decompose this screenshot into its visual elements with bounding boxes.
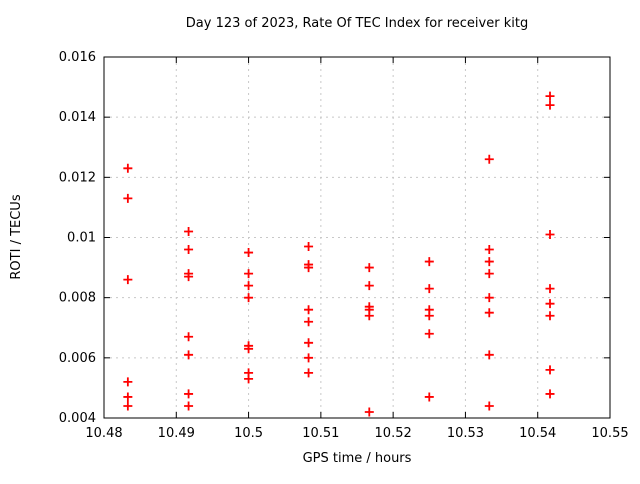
axis-ticks [103,56,611,419]
data-point-marker [304,263,314,273]
x-tick-label: 10.48 [85,426,122,441]
data-point-marker [545,311,555,321]
data-point-marker [184,332,194,342]
data-point-marker [244,269,254,279]
data-point-marker [304,242,314,252]
y-tick-label: 0.004 [59,411,96,426]
data-point-marker [424,284,434,294]
data-point-marker [123,377,133,387]
data-point-marker [545,299,555,309]
data-point-marker [304,338,314,348]
data-point-marker [364,263,374,273]
data-point-marker [424,257,434,267]
data-points [123,91,555,417]
y-tick-label: 0.014 [59,110,96,125]
data-point-marker [484,293,494,303]
data-point-marker [484,269,494,279]
x-tick-label: 10.5 [234,426,263,441]
x-tick-label: 10.49 [158,426,195,441]
data-point-marker [123,392,133,402]
data-point-marker [244,248,254,258]
data-point-marker [244,344,254,354]
x-axis-label: GPS time / hours [303,451,412,466]
data-point-marker [484,245,494,255]
data-point-marker [123,193,133,203]
data-point-marker [184,245,194,255]
x-tick-label: 10.55 [591,426,628,441]
data-point-marker [123,401,133,411]
data-point-marker [545,229,555,239]
data-point-marker [184,226,194,236]
grid-lines [103,56,611,419]
y-tick-label: 0.008 [59,291,96,306]
data-point-marker [545,91,555,101]
data-point-marker [424,392,434,402]
data-point-marker [304,353,314,363]
x-tick-label: 10.52 [375,426,412,441]
data-point-marker [364,281,374,291]
data-point-marker [123,275,133,285]
data-point-marker [304,368,314,378]
data-point-marker [244,281,254,291]
data-point-marker [484,257,494,267]
x-tick-label: 10.53 [447,426,484,441]
data-point-marker [184,389,194,399]
y-tick-label: 0.006 [59,351,96,366]
data-point-marker [545,100,555,110]
data-point-marker [364,407,374,417]
chart-title: Day 123 of 2023, Rate Of TEC Index for r… [186,16,528,31]
data-point-marker [545,365,555,375]
data-point-marker [545,284,555,294]
data-point-marker [304,305,314,315]
data-point-marker [184,350,194,360]
y-tick-label: 0.01 [67,231,96,246]
y-tick-label: 0.016 [59,50,96,65]
data-point-marker [424,311,434,321]
data-point-marker [484,401,494,411]
x-tick-labels: 10.48 10.49 10.5 10.51 10.52 10.53 10.54 10.55 [85,426,628,441]
y-tick-label: 0.012 [59,170,96,185]
x-tick-label: 10.51 [302,426,339,441]
data-point-marker [424,329,434,339]
data-point-marker [244,293,254,303]
data-point-marker [484,308,494,318]
y-tick-labels: 0.004 0.006 0.008 0.01 0.012 0.014 0.016 [59,50,96,426]
y-axis-label: ROTI / TECUs [9,194,24,279]
data-point-marker [184,272,194,282]
data-point-marker [484,350,494,360]
data-point-marker [545,389,555,399]
data-point-marker [484,154,494,164]
x-tick-label: 10.54 [519,426,556,441]
data-point-marker [184,401,194,411]
data-point-marker [364,311,374,321]
data-point-marker [244,374,254,384]
data-point-marker [123,163,133,173]
data-point-marker [304,317,314,327]
